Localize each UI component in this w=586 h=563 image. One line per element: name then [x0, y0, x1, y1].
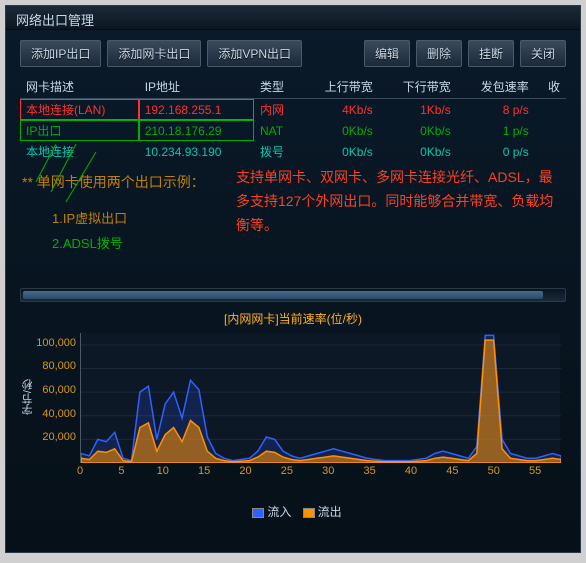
window-title: 网络出口管理 — [6, 6, 580, 30]
ytick: 20,000 — [42, 431, 76, 443]
col-5[interactable]: 发包速率 — [457, 75, 535, 99]
disconnect-button[interactable]: 挂断 — [468, 40, 514, 67]
xtick: 20 — [239, 465, 251, 477]
network-exit-window: 网络出口管理 添加IP出口 添加网卡出口 添加VPN出口 编辑 删除 挂断 关闭… — [5, 5, 581, 553]
nic-table: 网卡描述IP地址类型上行带宽下行带宽发包速率收 本地连接(LAN)192.168… — [20, 75, 566, 162]
close-button[interactable]: 关闭 — [520, 40, 566, 67]
xtick: 25 — [281, 465, 293, 477]
chart-yticks: 20,000 40,000 60,000 80,000 100,000 — [32, 329, 78, 469]
toolbar: 添加IP出口 添加网卡出口 添加VPN出口 编辑 删除 挂断 关闭 — [6, 30, 580, 75]
xtick: 35 — [364, 465, 376, 477]
table-row[interactable]: 本地连接(LAN)192.168.255.1内网4Kb/s1Kb/s8 p/s — [20, 99, 566, 121]
table-row[interactable]: IP出口210.18.176.29NAT0Kb/s0Kb/s1 p/s — [20, 120, 566, 141]
add-nic-button[interactable]: 添加网卡出口 — [107, 40, 201, 67]
table-row[interactable]: 本地连接10.234.93.190拨号0Kb/s0Kb/s0 p/s — [20, 141, 566, 162]
col-4[interactable]: 下行带宽 — [379, 75, 457, 99]
add-vpn-button[interactable]: 添加VPN出口 — [207, 40, 302, 67]
delete-button[interactable]: 删除 — [416, 40, 462, 67]
chart-title: [内网网卡]当前速率(位/秒) — [20, 310, 566, 327]
legend-swatch-out — [303, 508, 315, 518]
legend-label-out: 流出 — [318, 505, 342, 519]
col-3[interactable]: 上行带宽 — [301, 75, 379, 99]
ytick: 100,000 — [36, 337, 76, 349]
description-text: 支持单网卡、双网卡、多网卡连接光纤、ADSL，最多支持127个外网出口。同时能够… — [236, 166, 566, 237]
col-0[interactable]: 网卡描述 — [20, 75, 139, 99]
edit-button[interactable]: 编辑 — [364, 40, 410, 67]
xtick: 5 — [118, 465, 124, 477]
legend-label-in: 流入 — [267, 505, 291, 519]
legend-swatch-in — [252, 508, 264, 518]
xtick: 40 — [405, 465, 417, 477]
add-ip-button[interactable]: 添加IP出口 — [20, 40, 101, 67]
rate-chart: [内网网卡]当前速率(位/秒) 字节/秒 20,00040,00060,0008… — [20, 310, 566, 520]
chart-legend: 流入 流出 — [20, 503, 566, 520]
chart-plot-area — [80, 333, 560, 463]
chart-xticks: 0 5 10 15 20 25 30 35 40 45 50 55 — [80, 465, 560, 479]
annotation-area: ** 单网卡使用两个出口示例： 1.IP虚拟出口 2.ADSL拨号 支持单网卡、… — [6, 162, 580, 282]
xtick: 0 — [77, 465, 83, 477]
ytick: 40,000 — [42, 408, 76, 420]
col-2[interactable]: 类型 — [254, 75, 301, 99]
ytick: 80,000 — [42, 360, 76, 372]
horizontal-scrollbar[interactable] — [20, 288, 566, 302]
col-1[interactable]: IP地址 — [139, 75, 254, 99]
xtick: 10 — [157, 465, 169, 477]
col-6[interactable]: 收 — [535, 75, 566, 99]
xtick: 45 — [446, 465, 458, 477]
xtick: 30 — [322, 465, 334, 477]
ytick: 60,000 — [42, 384, 76, 396]
xtick: 55 — [529, 465, 541, 477]
scrollbar-thumb[interactable] — [23, 291, 543, 299]
xtick: 15 — [198, 465, 210, 477]
xtick: 50 — [488, 465, 500, 477]
